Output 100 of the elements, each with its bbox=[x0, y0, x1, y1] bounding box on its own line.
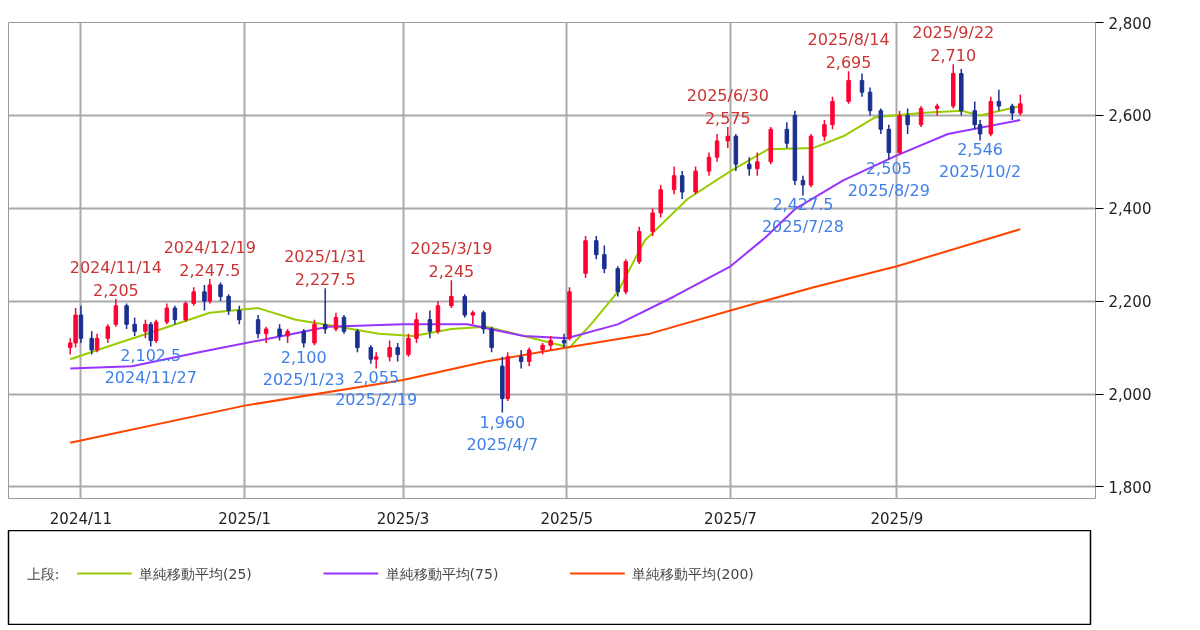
candlestick bbox=[693, 165, 698, 196]
candlestick bbox=[124, 302, 129, 330]
annotation: 2025/10/2 bbox=[939, 162, 1022, 182]
candlestick bbox=[202, 284, 207, 312]
candlestick bbox=[706, 151, 712, 177]
candlestick bbox=[218, 281, 223, 302]
candlestick bbox=[368, 344, 374, 365]
candlestick bbox=[561, 332, 567, 349]
annotation: 2,102.5 bbox=[120, 346, 182, 366]
candlestick bbox=[1018, 93, 1023, 117]
legend-title: 上段: bbox=[26, 565, 60, 582]
candlestick bbox=[395, 342, 400, 363]
annotation: 2024/11/27 bbox=[104, 368, 197, 388]
annotation: 2025/9/22 bbox=[912, 23, 995, 43]
candlestick bbox=[886, 123, 892, 161]
candlestick bbox=[671, 165, 677, 196]
candlestick bbox=[846, 70, 851, 105]
x-tick-label: 2024/11 bbox=[49, 509, 113, 528]
annotation: 2025/4/7 bbox=[466, 434, 539, 454]
annotation: 1,960 bbox=[479, 412, 526, 432]
annotation: 2025/1/23 bbox=[262, 369, 345, 389]
candlestick bbox=[414, 311, 419, 344]
candlestick bbox=[679, 170, 685, 200]
candlestick bbox=[94, 332, 100, 353]
annotation: 2025/3/19 bbox=[410, 239, 493, 259]
candlestick bbox=[878, 107, 884, 135]
candlestick bbox=[143, 318, 148, 340]
annotation: 2025/1/31 bbox=[284, 247, 367, 267]
candlestick bbox=[78, 305, 84, 344]
candlestick bbox=[355, 328, 360, 353]
annotation: 2025/8/14 bbox=[807, 30, 890, 50]
candlestick bbox=[470, 309, 476, 326]
annotation: 2,710 bbox=[930, 46, 977, 66]
candlestick bbox=[449, 279, 454, 309]
candlestick bbox=[725, 126, 731, 149]
candlestick bbox=[518, 349, 524, 370]
candlestick bbox=[226, 293, 231, 316]
y-tick-label: 1,800 bbox=[1108, 478, 1152, 497]
y-tick-label: 2,800 bbox=[1108, 14, 1152, 33]
x-tick-label: 2025/5 bbox=[540, 509, 594, 528]
annotation: 2,546 bbox=[957, 140, 1003, 160]
candlestick bbox=[341, 314, 347, 335]
candlestick bbox=[207, 278, 213, 305]
candlestick bbox=[594, 235, 599, 261]
candlestick bbox=[427, 309, 433, 340]
candlestick bbox=[132, 316, 137, 337]
y-tick-label: 2,000 bbox=[1108, 386, 1152, 405]
candlestick bbox=[481, 309, 486, 335]
annotation: 2,575 bbox=[704, 108, 751, 128]
x-tick-label: 2025/9 bbox=[870, 509, 924, 528]
annotation: 2,055 bbox=[353, 368, 400, 388]
candlestick bbox=[747, 156, 752, 177]
candlestick bbox=[301, 328, 306, 349]
candlestick bbox=[312, 318, 317, 346]
y-tick-label: 2,200 bbox=[1108, 293, 1152, 312]
candlestick bbox=[191, 286, 196, 307]
candlestick bbox=[237, 305, 242, 326]
candlestick bbox=[172, 305, 178, 326]
annotation: 2,695 bbox=[825, 53, 872, 73]
candlestick bbox=[406, 332, 411, 358]
candlestick bbox=[164, 302, 170, 326]
candlestick bbox=[658, 184, 663, 219]
candlestick bbox=[830, 96, 835, 131]
annotation: 2025/6/30 bbox=[686, 85, 769, 105]
candlestick bbox=[373, 351, 379, 370]
candlestick bbox=[153, 318, 159, 344]
y-tick-label: 2,400 bbox=[1108, 200, 1152, 219]
annotation: 2024/12/19 bbox=[163, 238, 256, 258]
candlestick bbox=[148, 321, 153, 348]
y-tick-label: 2,600 bbox=[1108, 107, 1152, 126]
annotation: 2,100 bbox=[280, 347, 327, 367]
candlestick bbox=[784, 121, 790, 149]
candlestick bbox=[105, 323, 111, 344]
annotation: 2,245 bbox=[428, 262, 475, 282]
candlestick bbox=[322, 287, 328, 335]
annotation: 2,505 bbox=[865, 159, 912, 179]
candlestick bbox=[650, 207, 655, 237]
x-tick-label: 2025/1 bbox=[218, 509, 272, 528]
candlestick bbox=[755, 151, 760, 177]
legend-label: 単純移動平均(25) bbox=[139, 565, 252, 582]
candlestick bbox=[489, 325, 494, 353]
candlestick bbox=[800, 175, 806, 197]
candlestick bbox=[89, 330, 94, 356]
candlestick bbox=[526, 346, 532, 367]
candlestick bbox=[714, 133, 720, 163]
candlestick bbox=[859, 72, 865, 98]
candlestick bbox=[113, 298, 119, 328]
candlestick bbox=[615, 265, 620, 298]
candlestick bbox=[996, 89, 1002, 112]
candlestick bbox=[387, 339, 392, 363]
annotation: 2,205 bbox=[92, 280, 139, 300]
candlestick bbox=[822, 119, 827, 142]
x-tick-label: 2025/7 bbox=[704, 509, 757, 528]
legend-label: 単純移動平均(200) bbox=[632, 565, 754, 582]
legend-label: 単純移動平均(75) bbox=[385, 565, 499, 582]
x-tick-label: 2025/3 bbox=[376, 509, 430, 528]
annotation: 2,247.5 bbox=[179, 261, 241, 281]
annotation: 2024/11/14 bbox=[69, 257, 162, 277]
annotation: 2025/8/29 bbox=[847, 181, 930, 201]
candlestick bbox=[602, 244, 607, 275]
